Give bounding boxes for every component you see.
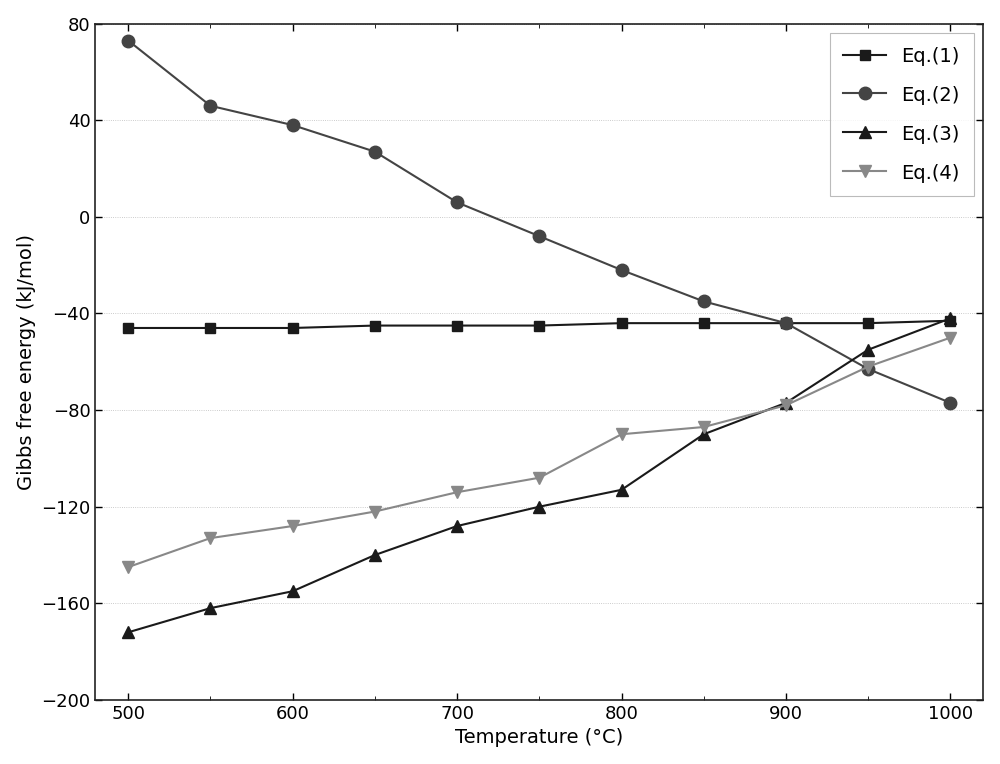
Eq.(4) [369, 507, 381, 516]
Eq.(4) [780, 400, 792, 410]
Line: Eq.(3): Eq.(3) [123, 312, 956, 638]
Eq.(4) [698, 422, 710, 432]
Eq.(4) [862, 362, 874, 371]
Line: Eq.(2): Eq.(2) [122, 34, 957, 409]
Eq.(3) [451, 522, 463, 531]
Eq.(1) [369, 321, 381, 330]
Eq.(1) [122, 323, 134, 332]
Eq.(3) [369, 550, 381, 559]
Eq.(1) [451, 321, 463, 330]
Eq.(4) [533, 473, 545, 482]
Eq.(4) [451, 487, 463, 497]
Eq.(1) [698, 319, 710, 328]
Line: Eq.(4): Eq.(4) [123, 332, 956, 573]
Eq.(2) [862, 364, 874, 374]
Eq.(3) [862, 345, 874, 354]
Eq.(3) [204, 604, 216, 613]
Eq.(2) [616, 265, 628, 274]
Eq.(1) [862, 319, 874, 328]
Eq.(1) [780, 319, 792, 328]
Eq.(1) [533, 321, 545, 330]
X-axis label: Temperature (°C): Temperature (°C) [455, 728, 623, 747]
Eq.(3) [780, 398, 792, 407]
Eq.(1) [287, 323, 299, 332]
Eq.(2) [451, 198, 463, 207]
Eq.(2) [122, 36, 134, 45]
Eq.(2) [204, 101, 216, 110]
Eq.(4) [287, 522, 299, 531]
Eq.(1) [944, 316, 956, 325]
Legend: Eq.(1), Eq.(2), Eq.(3), Eq.(4): Eq.(1), Eq.(2), Eq.(3), Eq.(4) [830, 34, 974, 196]
Eq.(4) [944, 333, 956, 342]
Eq.(2) [698, 297, 710, 306]
Eq.(2) [780, 319, 792, 328]
Eq.(2) [944, 398, 956, 407]
Y-axis label: Gibbs free energy (kJ/mol): Gibbs free energy (kJ/mol) [17, 234, 36, 490]
Eq.(4) [616, 429, 628, 439]
Eq.(4) [204, 533, 216, 542]
Eq.(1) [204, 323, 216, 332]
Line: Eq.(1): Eq.(1) [123, 316, 955, 333]
Eq.(2) [369, 147, 381, 157]
Eq.(3) [122, 628, 134, 637]
Eq.(4) [122, 562, 134, 571]
Eq.(3) [944, 314, 956, 323]
Eq.(3) [616, 485, 628, 494]
Eq.(1) [616, 319, 628, 328]
Eq.(2) [287, 121, 299, 130]
Eq.(3) [287, 587, 299, 596]
Eq.(3) [533, 502, 545, 511]
Eq.(3) [698, 429, 710, 439]
Eq.(2) [533, 231, 545, 241]
